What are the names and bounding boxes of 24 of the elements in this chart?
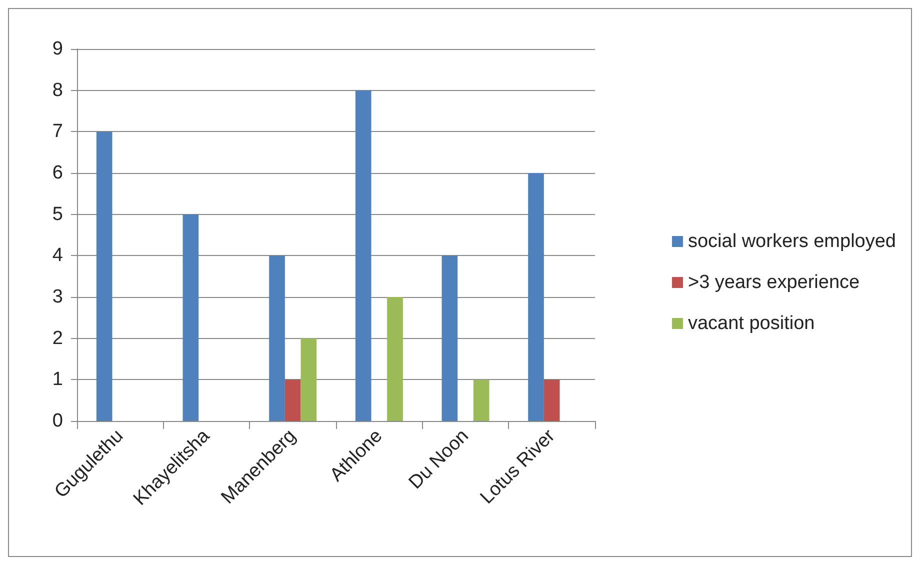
bar	[269, 256, 285, 421]
bar	[544, 380, 560, 421]
bar	[442, 256, 458, 421]
y-tick-label: 1	[52, 369, 63, 390]
y-tick-label: 4	[52, 245, 64, 266]
y-tick-label: 0	[52, 410, 63, 432]
legend-label: >3 years experience	[688, 272, 860, 293]
y-tick-label: 2	[52, 328, 63, 349]
y-tick-label: 5	[52, 204, 63, 225]
bar	[473, 380, 490, 421]
legend-label: social workers employed	[688, 231, 896, 252]
bar	[300, 338, 317, 421]
y-tick-label: 8	[52, 80, 63, 101]
y-tick-label: 9	[52, 38, 63, 60]
bar	[355, 90, 372, 421]
y-tick-label: 7	[52, 121, 63, 142]
legend-label: vacant position	[688, 313, 815, 334]
bar	[96, 132, 112, 421]
bar	[182, 214, 199, 421]
bar	[387, 297, 403, 421]
bar	[528, 173, 544, 421]
y-tick-label: 6	[52, 162, 63, 184]
bar	[284, 380, 301, 421]
y-tick-label: 3	[52, 286, 63, 308]
